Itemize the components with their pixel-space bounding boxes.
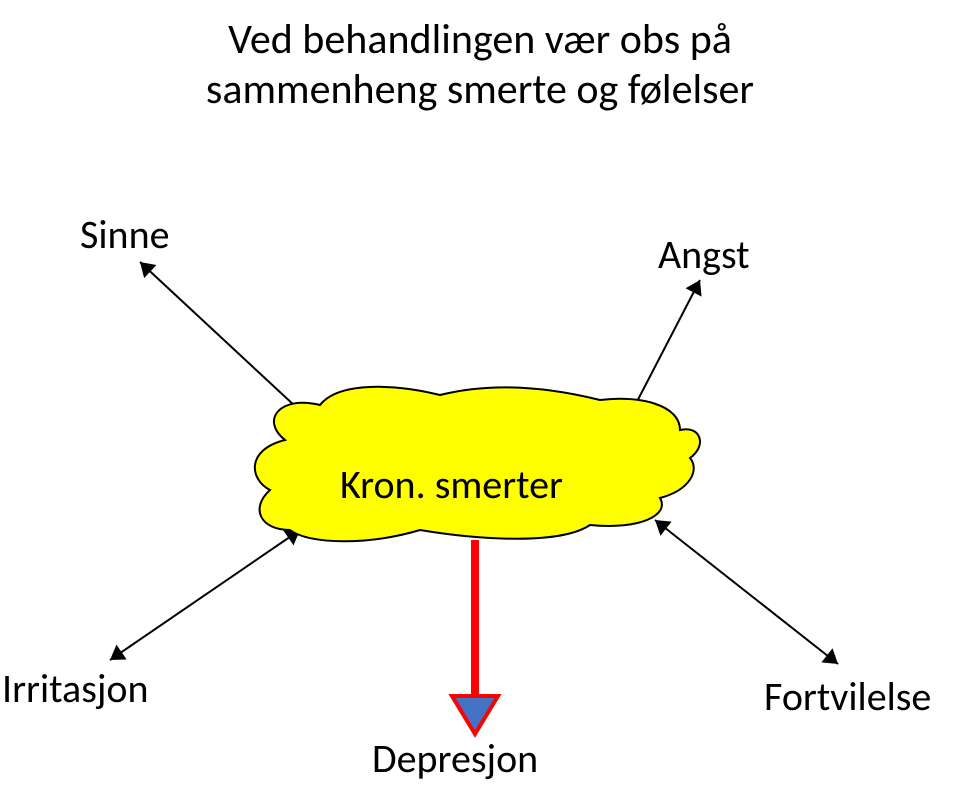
to-sinne <box>140 262 310 420</box>
label-fortvilelse: Fortvilelse <box>764 672 931 721</box>
label-irritasjon: Irritasjon <box>2 664 149 713</box>
to-irritasjon <box>110 530 300 660</box>
depresjon-arrow <box>452 540 498 734</box>
label-sinne: Sinne <box>80 210 170 259</box>
diagram-stage: Ved behandlingen vær obs på sammenheng s… <box>0 0 960 790</box>
label-depresjon: Depresjon <box>372 734 538 783</box>
to-angst <box>630 280 700 415</box>
label-center: Kron. smerter <box>340 460 563 509</box>
to-fortvilelse <box>655 520 838 664</box>
label-angst: Angst <box>658 230 750 279</box>
